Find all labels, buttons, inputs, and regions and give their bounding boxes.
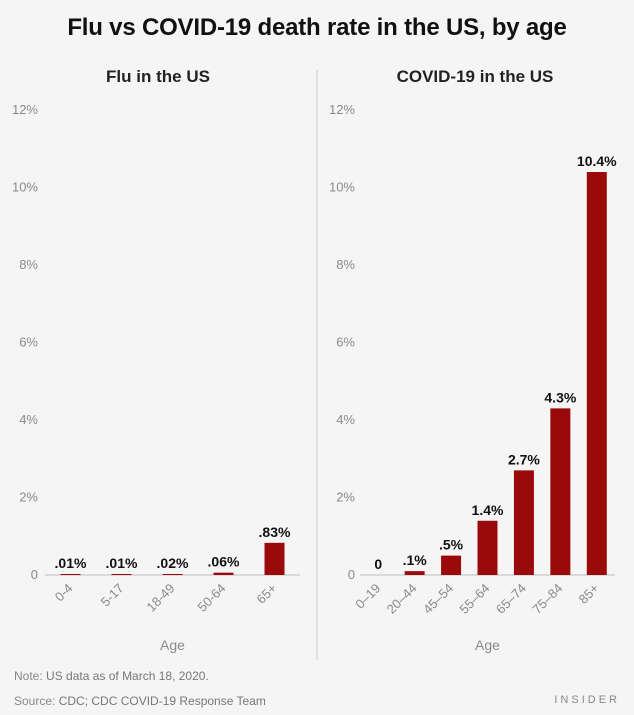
bar bbox=[213, 572, 234, 575]
covid-panel: COVID-19 in the US02%4%6%8%10%12%00–19.1… bbox=[329, 67, 617, 653]
note-text: US data as of March 18, 2020. bbox=[42, 669, 209, 683]
bar bbox=[477, 520, 498, 575]
footer-note: Note: US data as of March 18, 2020. bbox=[14, 669, 209, 683]
y-tick-label: 4% bbox=[19, 412, 38, 427]
x-tick-label: 55–64 bbox=[456, 581, 492, 617]
data-label: .1% bbox=[403, 552, 428, 568]
data-label: .83% bbox=[259, 524, 291, 540]
flu-panel: Flu in the US 0 2% 4% 6% 8% 10% 12% .01% 0-4 .01% 5… bbox=[12, 67, 300, 653]
x-tick-label: 5-17 bbox=[98, 581, 127, 610]
y-tick-label: 10% bbox=[12, 180, 38, 195]
note-label: Note: bbox=[14, 669, 43, 683]
data-label: 2.7% bbox=[508, 451, 540, 467]
data-label: .01% bbox=[55, 555, 87, 571]
panel-title: Flu in the US bbox=[106, 67, 210, 86]
chart-title: Flu vs COVID-19 death rate in the US, by… bbox=[67, 14, 567, 41]
bar bbox=[162, 574, 183, 575]
y-tick-label: 12% bbox=[12, 102, 38, 117]
x-tick-label: 18-49 bbox=[144, 581, 178, 615]
y-tick-label: 12% bbox=[329, 102, 355, 117]
bar bbox=[513, 470, 534, 575]
bar bbox=[404, 571, 425, 575]
x-axis-title: Age bbox=[160, 637, 185, 653]
bar bbox=[264, 542, 285, 575]
y-tick-label: 0 bbox=[31, 567, 38, 582]
bar bbox=[441, 555, 462, 575]
y-tick-label: 0 bbox=[348, 567, 355, 582]
panel-title: COVID-19 in the US bbox=[397, 67, 554, 86]
data-label: 0 bbox=[374, 556, 382, 572]
y-tick-label: 6% bbox=[336, 335, 355, 350]
bar bbox=[550, 408, 571, 575]
y-tick-label: 4% bbox=[336, 412, 355, 427]
x-tick-label: 0-4 bbox=[52, 581, 76, 605]
y-tick-label: 6% bbox=[19, 335, 38, 350]
y-tick-label: 8% bbox=[336, 257, 355, 272]
data-label: 1.4% bbox=[472, 502, 504, 518]
data-label: .06% bbox=[208, 554, 240, 570]
x-tick-label: 75–84 bbox=[529, 581, 565, 617]
data-label: 4.3% bbox=[544, 389, 576, 405]
x-tick-label: 50-64 bbox=[195, 581, 229, 615]
bar bbox=[586, 172, 607, 575]
bar bbox=[60, 574, 81, 575]
data-label: .01% bbox=[106, 555, 138, 571]
data-label: 10.4% bbox=[577, 153, 617, 169]
x-tick-label: 85+ bbox=[576, 581, 602, 607]
x-tick-label: 0–19 bbox=[352, 581, 383, 612]
y-tick-label: 2% bbox=[19, 490, 38, 505]
y-tick-label: 2% bbox=[336, 490, 355, 505]
footer-source: Source: CDC; CDC COVID-19 Response Team bbox=[14, 694, 266, 708]
x-axis-title: Age bbox=[475, 637, 500, 653]
data-label: .02% bbox=[157, 555, 189, 571]
y-tick-label: 10% bbox=[329, 180, 355, 195]
x-tick-label: 65–74 bbox=[493, 581, 529, 617]
bar bbox=[111, 574, 132, 575]
x-tick-label: 65+ bbox=[253, 581, 279, 607]
y-tick-label: 8% bbox=[19, 257, 38, 272]
x-tick-label: 20–44 bbox=[384, 581, 420, 617]
data-label: .5% bbox=[439, 537, 464, 553]
x-tick-label: 45–54 bbox=[420, 581, 456, 617]
source-text: CDC; CDC COVID-19 Response Team bbox=[55, 694, 266, 708]
source-label: Source: bbox=[14, 694, 56, 708]
brand-logo: INSIDER bbox=[554, 694, 620, 706]
